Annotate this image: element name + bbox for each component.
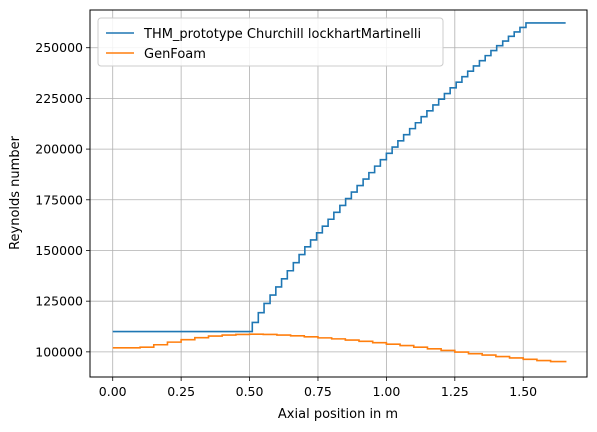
- x-tick-label: 0.25: [167, 384, 195, 399]
- x-tick-label: 1.25: [441, 384, 469, 399]
- series-line-1: [112, 333, 567, 363]
- legend: THM_prototype Churchill lockhartMartinel…: [97, 17, 444, 67]
- x-tick-label: 1.50: [509, 384, 537, 399]
- plot-frame: [89, 9, 588, 378]
- y-axis: 100000 125000 150000 175000 200000 225000 2500…: [35, 40, 90, 359]
- y-tick-label: 125000: [35, 294, 83, 309]
- legend-label-genfoam: GenFoam: [144, 47, 206, 62]
- x-axis: 0.00 0.25 0.50 0.75 1.00 1.25 1.50: [99, 377, 537, 399]
- x-axis-label: Axial position in m: [278, 407, 398, 422]
- y-tick-label: 250000: [35, 40, 83, 55]
- x-tick-label: 1.00: [372, 384, 400, 399]
- y-axis-label: Reynolds number: [8, 135, 23, 249]
- x-tick-label: 0.75: [304, 384, 332, 399]
- series-line-0: [112, 22, 566, 333]
- y-tick-label: 175000: [35, 192, 83, 207]
- y-tick-label: 200000: [35, 142, 83, 157]
- x-tick-label: 0.50: [236, 384, 264, 399]
- series-lines: [112, 22, 567, 363]
- y-tick-label: 100000: [35, 344, 83, 359]
- x-tick-label: 0.00: [99, 384, 127, 399]
- y-tick-label: 150000: [35, 243, 83, 258]
- legend-label-thm: THM_prototype Churchill lockhartMartinel…: [143, 27, 421, 42]
- y-tick-label: 225000: [35, 91, 83, 106]
- legend-box: [97, 17, 444, 67]
